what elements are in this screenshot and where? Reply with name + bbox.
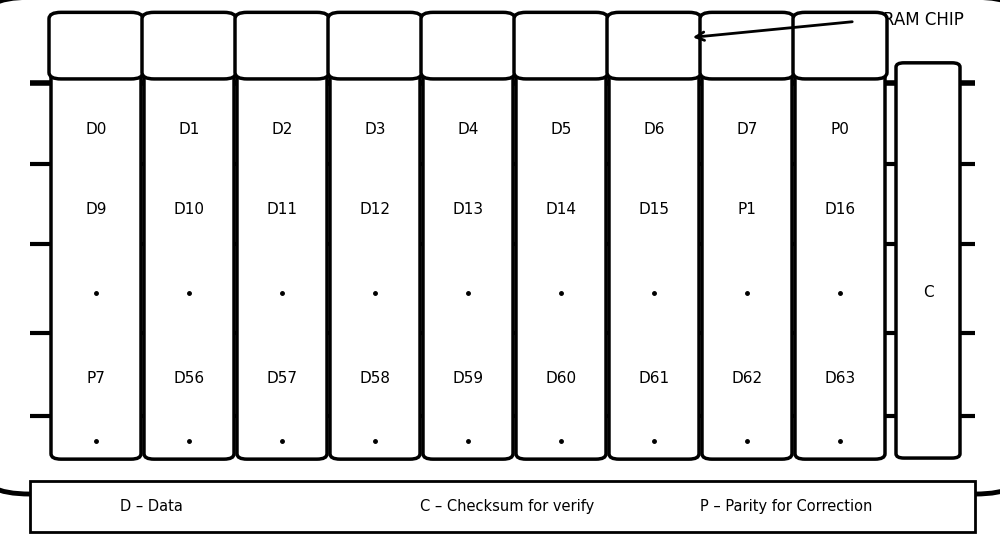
Text: D10: D10: [174, 202, 205, 217]
Text: D58: D58: [360, 371, 390, 386]
FancyBboxPatch shape: [896, 63, 960, 458]
Text: P7: P7: [87, 371, 105, 386]
FancyBboxPatch shape: [423, 62, 513, 459]
FancyBboxPatch shape: [0, 0, 1000, 494]
FancyBboxPatch shape: [328, 12, 422, 79]
FancyBboxPatch shape: [795, 62, 885, 459]
FancyBboxPatch shape: [607, 12, 701, 79]
FancyBboxPatch shape: [330, 62, 420, 459]
FancyBboxPatch shape: [51, 62, 141, 459]
FancyBboxPatch shape: [609, 62, 699, 459]
FancyBboxPatch shape: [237, 62, 327, 459]
FancyBboxPatch shape: [144, 62, 234, 459]
FancyBboxPatch shape: [702, 62, 792, 459]
Text: D0: D0: [85, 122, 107, 137]
FancyBboxPatch shape: [793, 12, 887, 79]
Text: D60: D60: [545, 371, 577, 386]
Text: C – Checksum for verify: C – Checksum for verify: [420, 499, 594, 513]
Text: P0: P0: [831, 122, 849, 137]
Text: D2: D2: [271, 122, 293, 137]
Text: D16: D16: [824, 202, 856, 217]
Text: D9: D9: [85, 202, 107, 217]
FancyBboxPatch shape: [49, 12, 143, 79]
Text: D11: D11: [266, 202, 298, 217]
Text: D5: D5: [550, 122, 572, 137]
Text: D13: D13: [452, 202, 484, 217]
Text: DRAM CHIP: DRAM CHIP: [870, 11, 964, 30]
Text: D56: D56: [173, 371, 205, 386]
Text: D7: D7: [736, 122, 758, 137]
Text: D6: D6: [643, 122, 665, 137]
Text: P1: P1: [738, 202, 756, 217]
FancyBboxPatch shape: [700, 12, 794, 79]
Text: D1: D1: [178, 122, 200, 137]
Text: D14: D14: [546, 202, 576, 217]
Text: D57: D57: [266, 371, 298, 386]
FancyBboxPatch shape: [421, 12, 515, 79]
Text: D – Data: D – Data: [120, 499, 183, 513]
FancyBboxPatch shape: [516, 62, 606, 459]
Text: D62: D62: [731, 371, 763, 386]
FancyBboxPatch shape: [142, 12, 236, 79]
FancyBboxPatch shape: [235, 12, 329, 79]
Text: D3: D3: [364, 122, 386, 137]
Text: D63: D63: [824, 371, 856, 386]
FancyBboxPatch shape: [30, 481, 975, 532]
Text: P – Parity for Correction: P – Parity for Correction: [700, 499, 872, 513]
Text: D61: D61: [638, 371, 670, 386]
Text: D4: D4: [457, 122, 479, 137]
Text: C: C: [923, 285, 933, 300]
Text: DIMM: DIMM: [65, 12, 112, 31]
Text: D12: D12: [360, 202, 390, 217]
Text: D59: D59: [452, 371, 484, 386]
FancyBboxPatch shape: [514, 12, 608, 79]
Text: D15: D15: [639, 202, 670, 217]
